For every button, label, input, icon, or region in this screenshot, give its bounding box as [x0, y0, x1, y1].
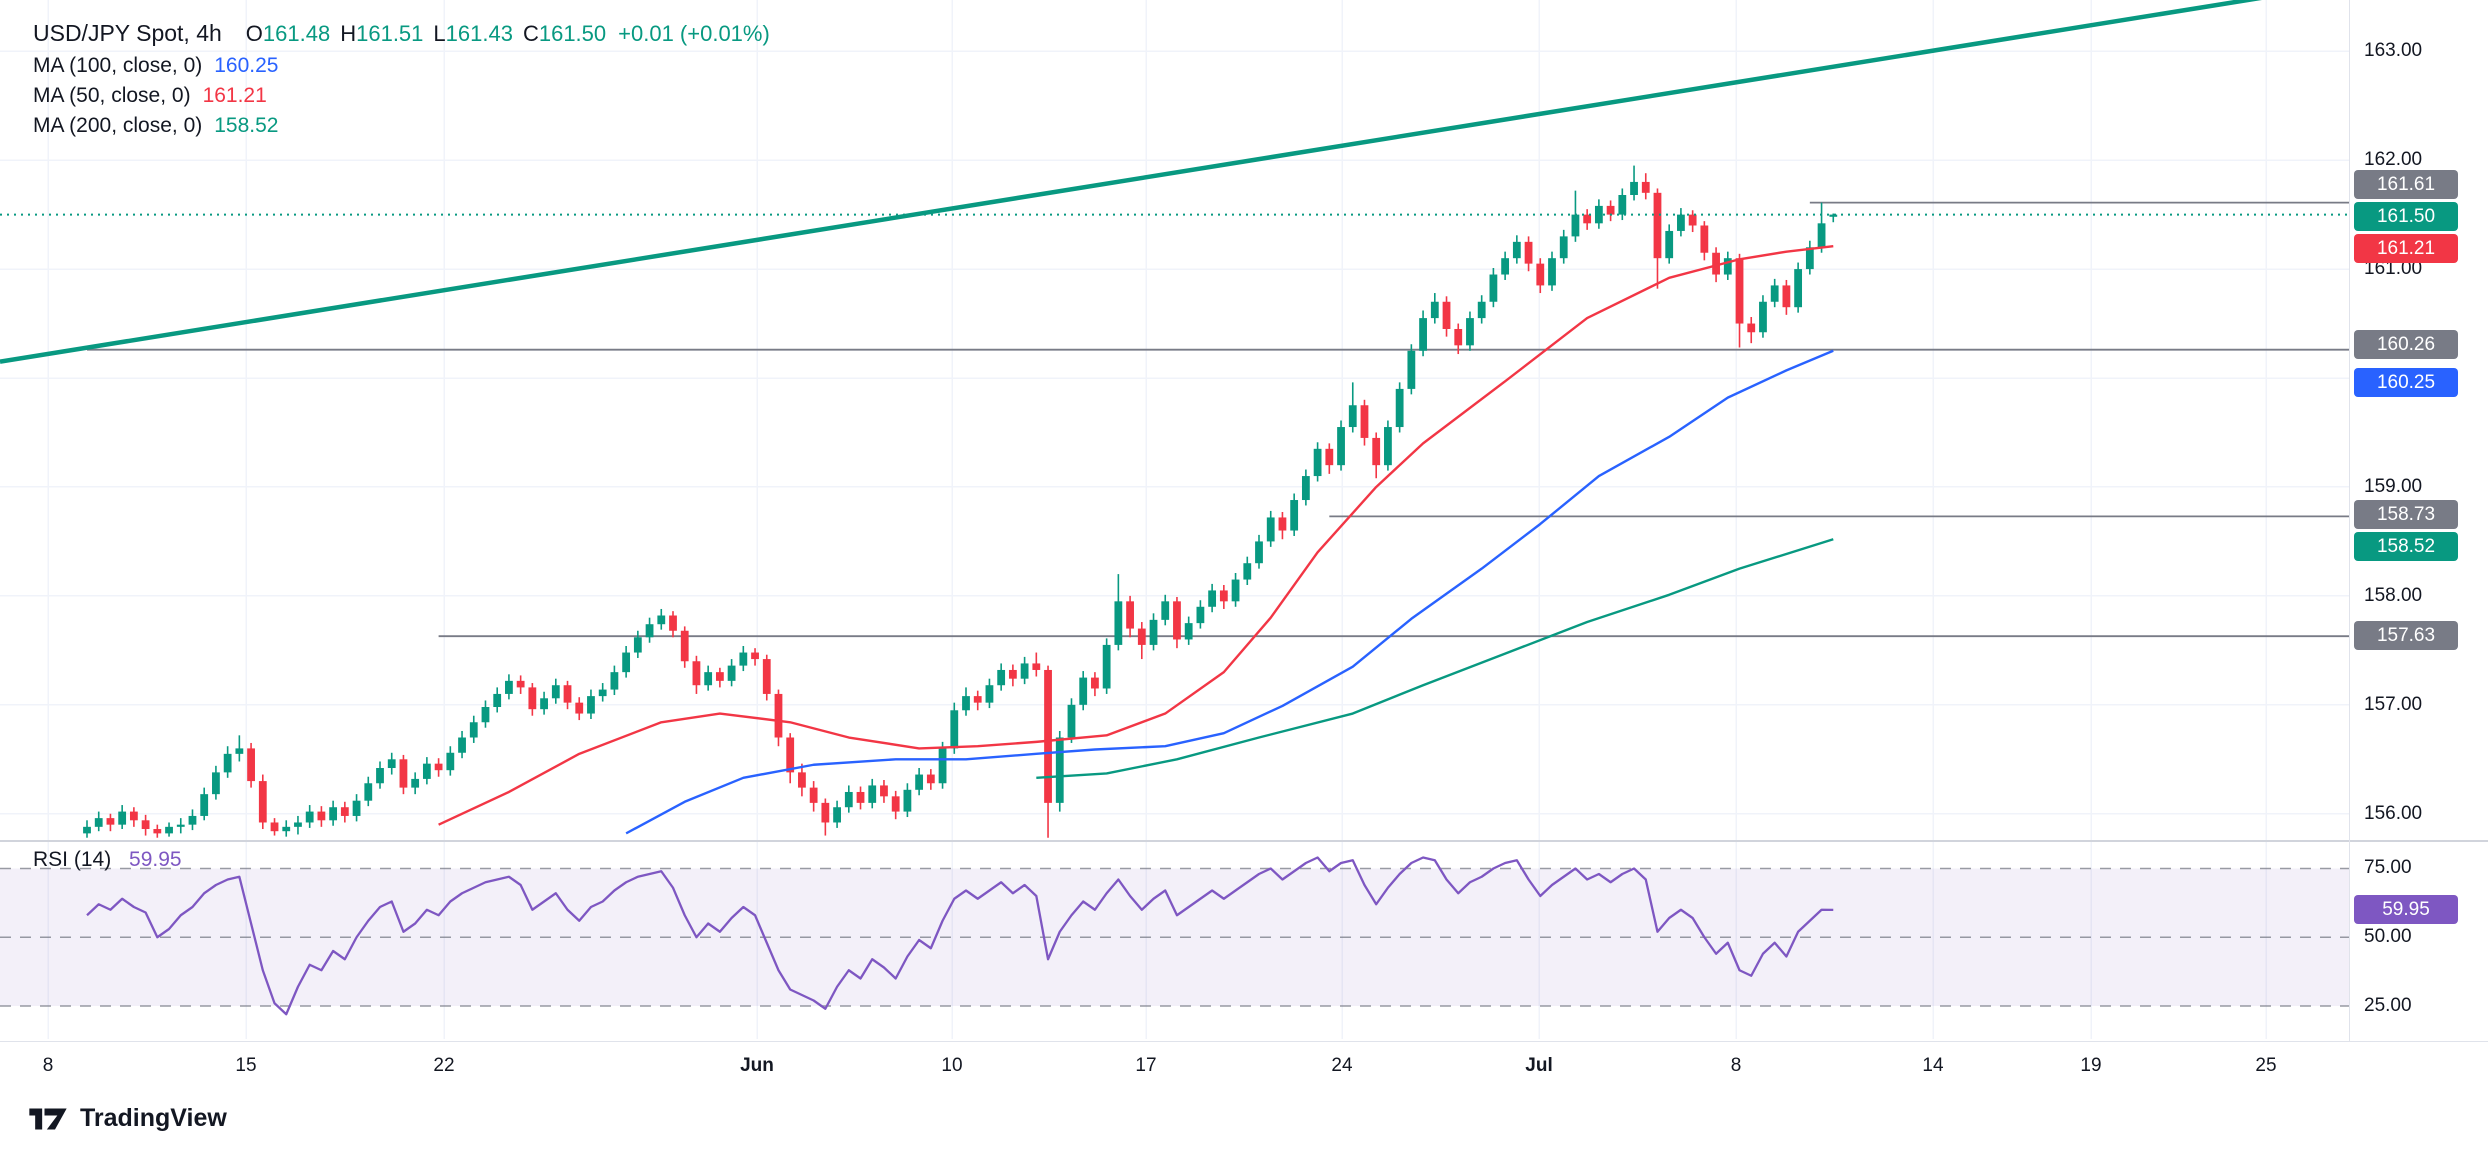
time-axis-label: 17 [1135, 1055, 1157, 1076]
price-axis-label: 158.00 [2364, 585, 2423, 606]
ohlc-letter: O [245, 21, 263, 46]
ohlc-letter: L [433, 21, 446, 46]
price-axis[interactable]: 163.00 162.00 161.00 159.00 158.00 157.00 156.… [2349, 0, 2488, 1041]
price-badge: 160.25 [2354, 368, 2458, 397]
ohlc-letter: H [340, 21, 357, 46]
price-badge: 157.63 [2354, 621, 2458, 650]
rsi-line[interactable] [86, 856, 1834, 1016]
price-axis-label: 163.00 [2364, 40, 2423, 61]
time-axis[interactable]: 8 15 22 Jun 10 17 24 Jul 8 14 19 25 [0, 1041, 2488, 1098]
candlestick-series[interactable] [83, 165, 1838, 838]
price-axis-label: 157.00 [2364, 694, 2423, 715]
gridlines [0, 0, 2349, 1039]
indicator-legend-row[interactable]: MA (100, close, 0) 160.25 [33, 54, 770, 78]
price-badge: 161.61 [2354, 170, 2458, 199]
ma200-line[interactable] [1036, 538, 1834, 780]
time-axis-label: Jul [1525, 1055, 1553, 1076]
price-axis-label: 161.00 [2364, 258, 2423, 279]
time-axis-label: 8 [42, 1055, 54, 1076]
chart-canvas[interactable] [0, 0, 2349, 1041]
price-change: +0.01 (+0.01%) [618, 21, 770, 46]
pane-separator[interactable] [0, 840, 2488, 842]
ma50-line[interactable] [438, 245, 1834, 826]
chart-legend: USD/JPY Spot, 4h O161.48 H161.51 L161.43 C1… [33, 20, 770, 144]
brand-name: TradingView [80, 1104, 227, 1132]
ohlc-value: 161.50 [538, 21, 607, 46]
indicator-label: MA (200, close, 0) [33, 114, 203, 137]
rsi-label: RSI (14) [33, 848, 112, 871]
time-axis-label: Jun [740, 1055, 774, 1076]
indicator-value: 161.21 [202, 84, 267, 107]
rsi-axis-label: 25.00 [2364, 995, 2412, 1016]
indicator-legend-row[interactable]: MA (200, close, 0) 158.52 [33, 114, 770, 138]
time-axis-label: 15 [235, 1055, 257, 1076]
price-axis-label: 162.00 [2364, 149, 2423, 170]
price-badge: 161.21 [2354, 234, 2458, 263]
tradingview-logo-icon [29, 1108, 67, 1129]
price-badge: 158.73 [2354, 500, 2458, 529]
time-axis-label: 10 [941, 1055, 963, 1076]
time-axis-label: 22 [433, 1055, 455, 1076]
price-badge: 59.95 [2354, 895, 2458, 924]
rsi-axis-label: 75.00 [2364, 857, 2412, 878]
rsi-legend-row[interactable]: RSI (14) 59.95 [33, 848, 182, 872]
time-axis-label: 14 [1922, 1055, 1944, 1076]
ohlc-letter: C [522, 21, 539, 46]
symbol-title: USD/JPY Spot, 4h [33, 20, 222, 46]
price-badge: 161.50 [2354, 202, 2458, 231]
ohlc-values: O161.48 H161.51 L161.43 C161.50 [236, 21, 606, 47]
rsi-value: 59.95 [129, 848, 182, 871]
ohlc-value: 161.48 [262, 21, 331, 46]
rsi-band [0, 868, 2349, 1006]
indicator-label: MA (50, close, 0) [33, 84, 191, 107]
price-badge: 160.26 [2354, 330, 2458, 359]
trendline[interactable] [0, 0, 2302, 364]
time-axis-label: 25 [2255, 1055, 2277, 1076]
rsi-axis-label: 50.00 [2364, 926, 2412, 947]
indicator-value: 160.25 [214, 54, 279, 77]
tradingview-logo[interactable]: TradingView [28, 1104, 227, 1133]
price-axis-label: 156.00 [2364, 803, 2423, 824]
ohlc-value: 161.43 [445, 21, 513, 46]
indicator-label: MA (100, close, 0) [33, 54, 203, 77]
time-axis-label: 19 [2080, 1055, 2102, 1076]
time-axis-label: 8 [1730, 1055, 1742, 1076]
symbol-legend-row[interactable]: USD/JPY Spot, 4h O161.48 H161.51 L161.43 C1… [33, 20, 770, 47]
ohlc-value: 161.51 [356, 21, 424, 46]
ma100-line[interactable] [625, 349, 1834, 835]
indicator-legend-row[interactable]: MA (50, close, 0) 161.21 [33, 84, 770, 108]
indicator-value: 158.52 [214, 114, 279, 137]
price-axis-label: 159.00 [2364, 476, 2423, 497]
price-badge: 158.52 [2354, 532, 2458, 561]
indicator-legends: MA (100, close, 0) 160.25 MA (50, close, 0… [33, 54, 770, 138]
time-axis-label: 24 [1331, 1055, 1353, 1076]
